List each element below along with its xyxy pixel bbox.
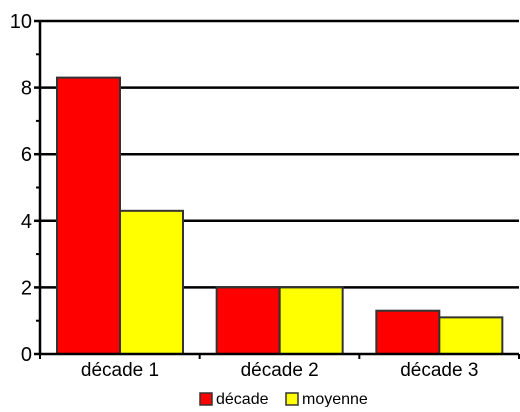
- x-tick-label: décade 1: [81, 360, 159, 381]
- bar-moyenne-2: [278, 286, 344, 355]
- bar-décade-3: [375, 309, 441, 355]
- y-axis-ticks: 0 2 4 6 8 10: [10, 11, 40, 366]
- bars: [56, 76, 504, 356]
- y-tick-label: 2: [21, 277, 32, 299]
- y-tick-label: 10: [10, 11, 32, 33]
- y-tick-label: 6: [21, 144, 32, 166]
- y-tick-label: 4: [21, 211, 32, 233]
- x-tick-label: décade 3: [400, 360, 478, 381]
- y-tick-label: 0: [21, 344, 32, 366]
- legend-label-moyenne: moyenne: [302, 391, 368, 407]
- bar-décade-1: [56, 76, 121, 356]
- legend-swatch-décade: [199, 392, 213, 406]
- bar-moyenne-3: [438, 316, 504, 355]
- legend: décade moyenne: [199, 391, 368, 408]
- x-tick-label: décade 2: [241, 360, 319, 381]
- x-axis-labels: décade 1 décade 2 décade 3: [39, 354, 520, 381]
- legend-label-décade: décade: [216, 391, 269, 407]
- bar-moyenne-1: [119, 209, 184, 355]
- y-tick-label: 8: [21, 78, 32, 100]
- legend-swatch-moyenne: [285, 392, 299, 406]
- bar-décade-2: [215, 286, 281, 355]
